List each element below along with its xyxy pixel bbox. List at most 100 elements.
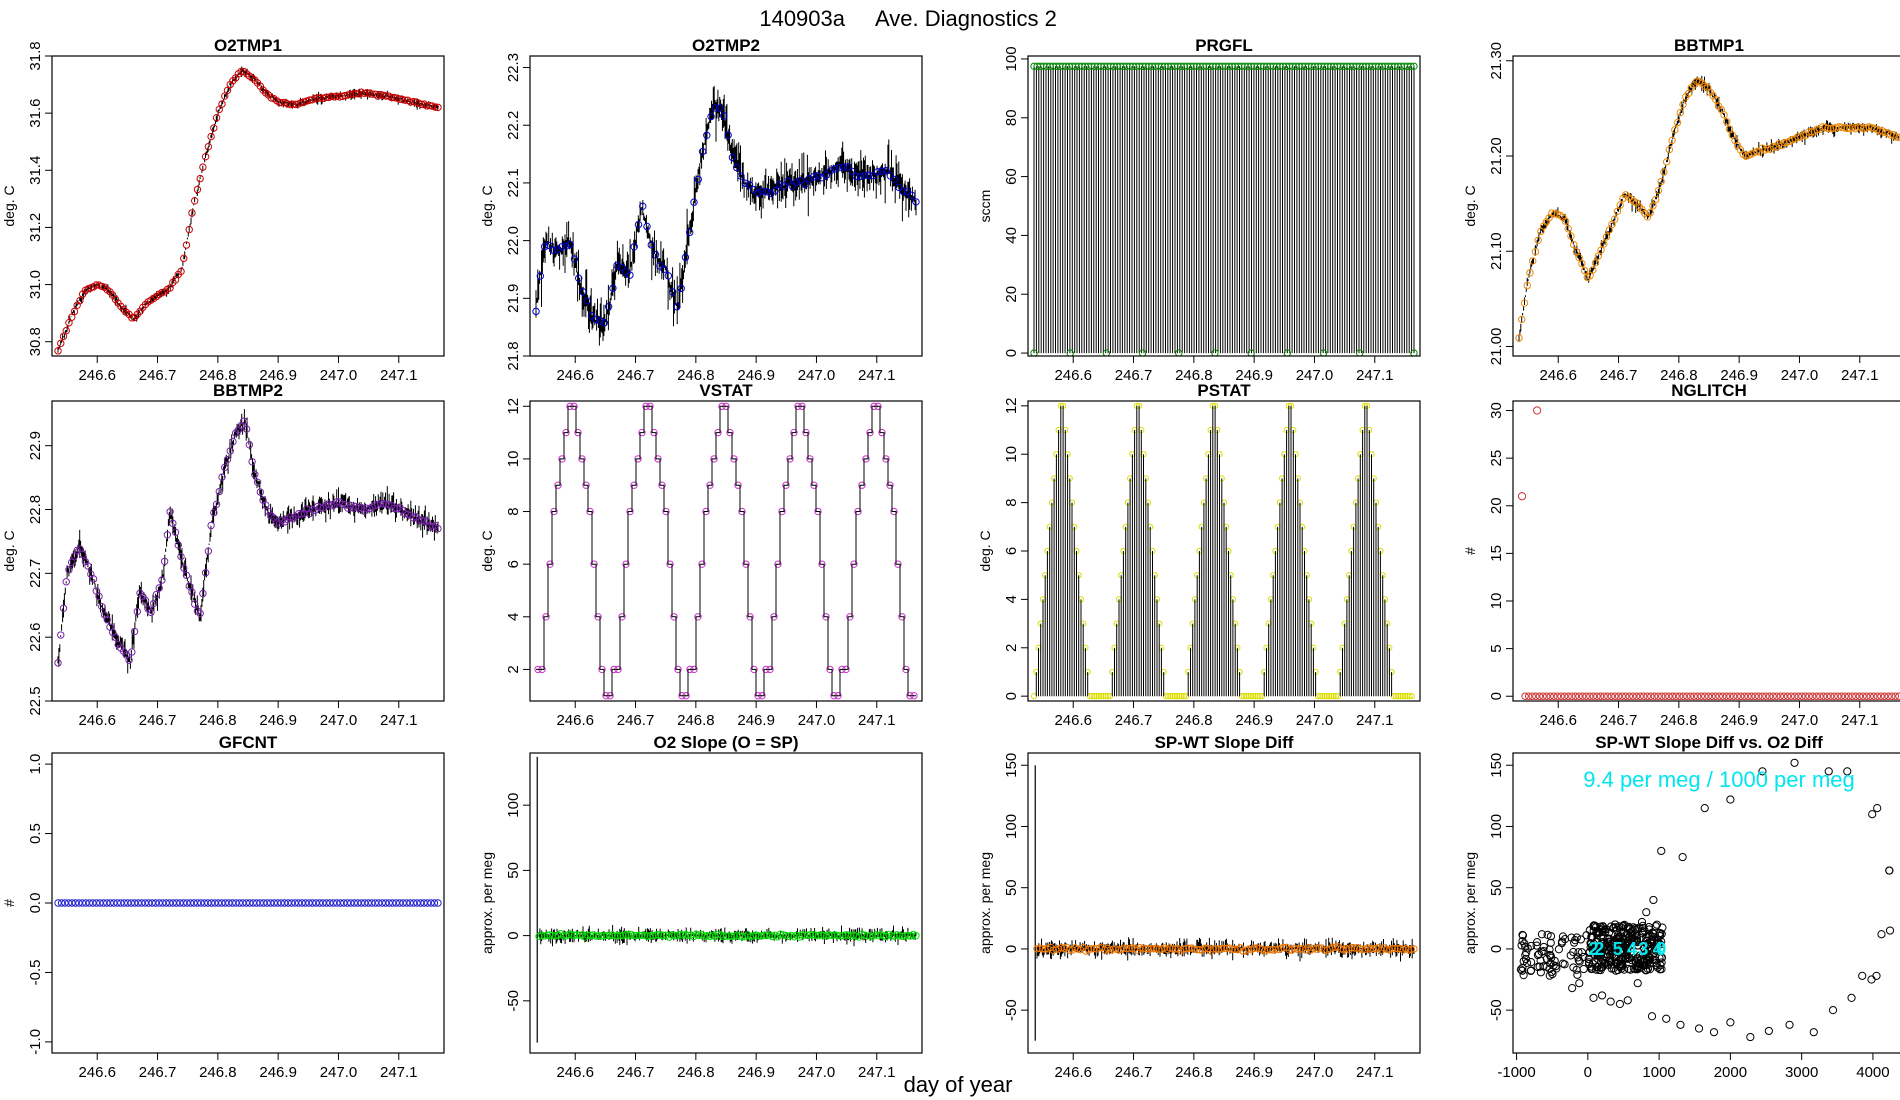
data-point (59, 332, 68, 341)
y-tick-label: 8 (505, 507, 522, 515)
data-point (1358, 945, 1367, 954)
data-point (1823, 692, 1831, 700)
data-point-low (1066, 349, 1074, 356)
data-point (1176, 693, 1183, 700)
y-tick-label: 100 (1003, 814, 1020, 839)
data-point (1554, 945, 1563, 954)
data-point (1139, 945, 1147, 953)
data-point (1317, 693, 1324, 700)
x-tick-label: 246.8 (677, 367, 715, 384)
data-point (1266, 946, 1274, 954)
data-point (1167, 693, 1174, 700)
x-tick-label: 247.0 (320, 1064, 358, 1081)
data-point (253, 478, 262, 486)
data-point (1773, 692, 1781, 700)
data-point (57, 899, 66, 907)
fit-label: 2 (1594, 939, 1604, 959)
data-point (839, 163, 848, 171)
data-point (898, 932, 907, 941)
data-point (694, 175, 702, 184)
data-point (1041, 945, 1049, 953)
data-point (745, 181, 754, 189)
x-tick-label: 246.8 (1175, 367, 1213, 384)
data-point (1100, 693, 1107, 700)
data-point (570, 255, 579, 263)
data-point (681, 253, 690, 262)
data-point (1656, 961, 1665, 970)
data-point (1607, 692, 1616, 700)
data-point-low (1102, 349, 1111, 356)
data-point (226, 447, 234, 455)
x-tick-label: 246.6 (1054, 712, 1092, 729)
data-point (1729, 692, 1738, 700)
data-point (349, 90, 357, 98)
data-point (163, 531, 172, 539)
x-tick-label: 246.6 (1054, 1064, 1092, 1081)
data-point (183, 899, 191, 907)
data-point (592, 315, 600, 324)
data-point (1657, 929, 1666, 939)
data-point (1552, 964, 1561, 973)
data-point (1818, 123, 1827, 131)
data-point (149, 599, 158, 608)
data-point (702, 507, 710, 516)
data-point (848, 167, 856, 175)
data-point (70, 307, 79, 316)
data-point (647, 241, 655, 249)
data-point (668, 288, 677, 296)
x-tick-label: 246.7 (617, 712, 655, 729)
y-tick-label: 25 (1488, 450, 1505, 467)
data-point (852, 172, 860, 181)
x-tick-label: 246.9 (737, 1064, 775, 1081)
data-point (1819, 692, 1828, 700)
data-point (131, 899, 139, 907)
data-point (1155, 945, 1163, 954)
data-point (426, 101, 434, 110)
data-point (262, 501, 270, 509)
data-point (1584, 955, 1593, 964)
data-point (1533, 962, 1542, 972)
data-point (818, 560, 826, 568)
data-point (1600, 692, 1608, 700)
data-point (700, 932, 709, 940)
x-tick-label: 246.7 (1600, 367, 1638, 384)
data-point (817, 931, 825, 939)
data-point (1586, 272, 1594, 280)
data-point (1660, 168, 1668, 176)
data-point (218, 899, 226, 907)
data-point (1633, 924, 1642, 934)
x-tick-label: 246.8 (1660, 712, 1698, 729)
panel-title: O2 Slope (O = SP) (653, 733, 798, 752)
data-point (1830, 692, 1838, 700)
data-point (1780, 138, 1788, 147)
y-tick-label: -50 (505, 990, 522, 1012)
figure-title-id: 140903a (759, 6, 845, 31)
data-point (1570, 938, 1579, 947)
data-point (882, 166, 890, 175)
data-point (1169, 693, 1176, 700)
data-point (1870, 692, 1878, 700)
data-point (232, 899, 240, 907)
data-point (1319, 693, 1326, 700)
panel-title: GFCNT (219, 733, 278, 752)
data-point (1633, 979, 1642, 988)
data-point (707, 112, 715, 121)
data-point (632, 931, 641, 940)
data-point (289, 100, 297, 108)
fit-label: 4 (1627, 939, 1637, 959)
data-point (280, 899, 289, 907)
panel-title: O2TMP1 (214, 36, 282, 55)
data-point (117, 899, 125, 907)
data-point (387, 93, 396, 102)
data-point (1401, 693, 1409, 700)
data-point (1662, 158, 1671, 166)
data-point (379, 500, 388, 508)
plot-frame (1512, 55, 1900, 357)
data-point (1649, 202, 1657, 210)
panel-title: SP-WT Slope Diff (1155, 733, 1294, 752)
data-point (822, 613, 830, 621)
data-point (546, 560, 554, 568)
data-point (1569, 240, 1578, 249)
data-point (592, 932, 600, 940)
data-point (193, 185, 202, 194)
